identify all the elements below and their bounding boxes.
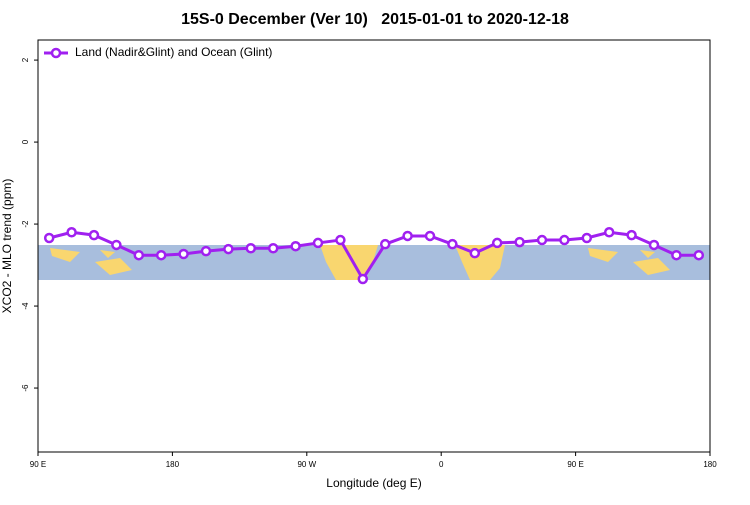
plot-frame <box>37 39 711 453</box>
series-point <box>245 243 257 254</box>
y-tick-label: -6 <box>21 384 30 392</box>
x-axis-label: Longitude (deg E) <box>326 476 421 490</box>
series-point <box>379 238 391 250</box>
map-background <box>38 245 710 280</box>
series-point <box>88 229 100 241</box>
series-point <box>559 234 570 246</box>
series-point <box>335 234 346 246</box>
series-point <box>402 230 413 242</box>
series-point <box>111 239 122 251</box>
series-point <box>178 248 189 260</box>
series-point <box>290 240 301 252</box>
y-tick-label: 2 <box>21 57 30 62</box>
series-point <box>66 227 77 238</box>
y-axis-label: XCO2 - MLO trend (ppm) <box>0 179 14 314</box>
series-point <box>626 229 637 241</box>
x-tick-label: 0 <box>439 460 444 469</box>
series-point <box>312 237 324 249</box>
series-point <box>536 234 548 246</box>
series-point <box>200 245 212 257</box>
series-point <box>447 238 458 250</box>
series-point <box>155 249 167 261</box>
y-tick-label: 0 <box>21 139 30 144</box>
series-point <box>357 273 369 285</box>
chart-title: 15S-0 December (Ver 10) 2015-01-01 to 20… <box>181 11 569 28</box>
x-tick-label: 90 W <box>297 460 316 469</box>
series-point <box>267 243 279 254</box>
series-point <box>671 249 682 261</box>
series-point <box>514 236 525 248</box>
series-point <box>43 232 55 244</box>
x-tick-label: 180 <box>166 460 180 469</box>
x-tick-label: 90 E <box>30 460 46 469</box>
series-point <box>223 243 234 255</box>
legend-marker <box>50 47 62 59</box>
series-point <box>133 249 145 261</box>
legend-label: Land (Nadir&Glint) and Ocean (Glint) <box>75 45 272 59</box>
series-point <box>648 239 660 251</box>
x-tick-label: 180 <box>703 460 717 469</box>
x-tick-label: 90 E <box>567 460 583 469</box>
series-point <box>581 232 593 244</box>
series-point <box>491 237 503 249</box>
y-tick-label: -2 <box>21 220 30 228</box>
y-tick-label: -4 <box>21 302 30 310</box>
series-point <box>424 230 436 242</box>
series-point <box>469 247 481 259</box>
series-point <box>693 249 705 261</box>
series-point <box>603 227 615 238</box>
